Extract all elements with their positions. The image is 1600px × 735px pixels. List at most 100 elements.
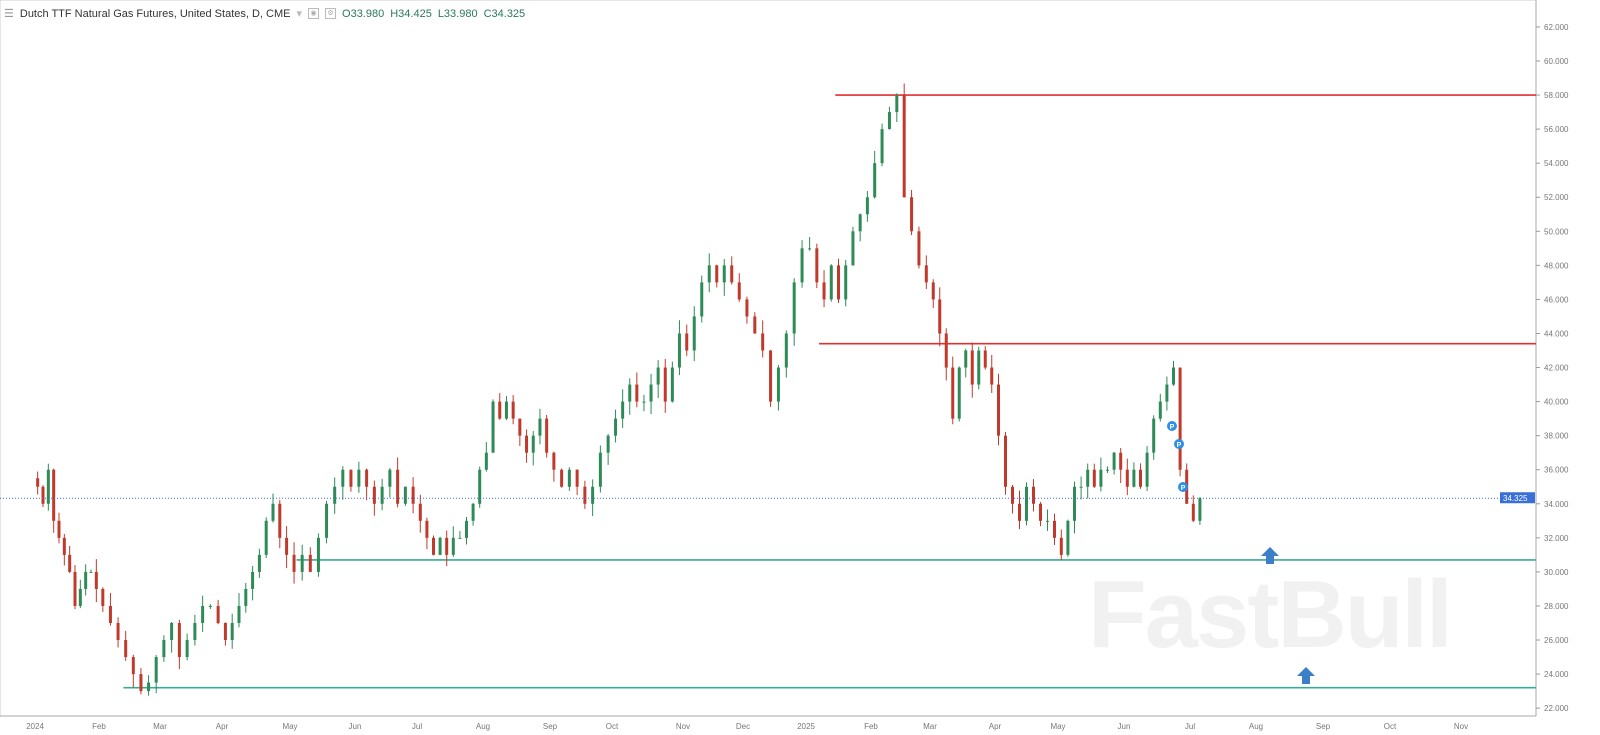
candle-body <box>1106 469 1109 471</box>
last-price-badge <box>1500 492 1535 504</box>
candle-body <box>396 469 400 504</box>
candle-body <box>776 367 780 402</box>
y-tick-label: 34.000 <box>1544 500 1569 509</box>
candle-body <box>931 282 935 300</box>
svg-text:P: P <box>1170 424 1175 431</box>
x-tick-label: Nov <box>1454 722 1468 731</box>
candle-body <box>895 95 899 113</box>
svg-text:P: P <box>1181 485 1186 492</box>
candle-body <box>531 435 535 453</box>
x-tick-label: Mar <box>153 722 167 731</box>
y-tick-label: 24.000 <box>1544 670 1569 679</box>
candle-body <box>116 622 120 641</box>
candle-body <box>784 333 788 368</box>
candle-body <box>769 350 773 402</box>
candle-body <box>924 265 928 283</box>
candle-body <box>917 231 921 266</box>
y-tick-label: 42.000 <box>1544 364 1569 373</box>
y-tick-label: 62.000 <box>1544 23 1569 32</box>
candle-body <box>271 503 275 521</box>
y-tick-label: 52.000 <box>1544 193 1569 202</box>
candle-body <box>829 265 833 300</box>
candle-body <box>478 469 482 504</box>
x-tick-label: Jun <box>349 722 362 731</box>
event-marker-icon[interactable]: P <box>1178 482 1188 492</box>
candle-body <box>902 95 906 198</box>
candle-body <box>230 622 234 641</box>
candle-body <box>858 214 862 232</box>
candle-body <box>753 316 757 334</box>
candle-body <box>278 503 282 538</box>
candle-body <box>316 537 320 572</box>
x-tick-label: Oct <box>606 722 619 731</box>
x-tick-label: 2025 <box>797 722 815 731</box>
x-tick-label: Aug <box>476 722 490 731</box>
candle-body <box>57 520 61 538</box>
candle-body <box>193 622 197 641</box>
candle-body <box>94 571 98 589</box>
candle-body <box>46 469 50 504</box>
candle-body <box>910 197 914 232</box>
candle-body <box>1053 520 1056 538</box>
candle-body <box>411 486 415 504</box>
candle-body <box>333 486 337 504</box>
candle-body <box>957 367 961 419</box>
x-tick-label: May <box>1050 722 1065 731</box>
y-tick-label: 30.000 <box>1544 568 1569 577</box>
candle-body <box>285 537 289 555</box>
candle-body <box>1011 486 1014 504</box>
x-tick-label: Dec <box>736 722 750 731</box>
candle-body <box>670 367 674 402</box>
candle-body <box>538 418 542 436</box>
candle-body <box>300 554 304 572</box>
candle-body <box>237 605 241 623</box>
candle-body <box>1132 469 1136 487</box>
candle-body <box>201 605 205 623</box>
arrow-up-icon[interactable] <box>1261 547 1279 564</box>
candle-body <box>663 367 667 402</box>
x-tick-label: Apr <box>216 722 229 731</box>
candle-body <box>1079 486 1083 488</box>
candle-body <box>292 554 296 572</box>
candle-body <box>251 571 255 589</box>
menu-icon[interactable]: ☰ <box>4 8 14 20</box>
x-tick-label: 2024 <box>26 722 44 731</box>
candle-body <box>606 435 610 453</box>
event-marker-icon[interactable]: P <box>1174 439 1184 449</box>
y-tick-label: 38.000 <box>1544 432 1569 441</box>
candle-body <box>484 452 488 470</box>
candles <box>36 83 1202 696</box>
candle-body <box>244 588 248 606</box>
candle-body <box>403 486 407 504</box>
candle-body <box>1046 520 1049 522</box>
candle-body <box>357 469 361 487</box>
candle-body <box>1178 367 1182 470</box>
candle-body <box>1086 469 1090 487</box>
event-marker-icon[interactable]: P <box>1167 421 1177 431</box>
x-tick-label: Nov <box>676 722 690 731</box>
candle-body <box>575 469 579 487</box>
candle-body <box>68 554 72 572</box>
candle-body <box>380 486 384 504</box>
candle-body <box>700 282 704 317</box>
candle-body <box>525 435 529 453</box>
settings-icon[interactable]: ⚙ <box>325 8 337 19</box>
arrow-up-icon[interactable] <box>1297 667 1315 684</box>
candle-body <box>108 605 112 623</box>
plot-area[interactable] <box>0 0 1537 717</box>
x-tick-label: Aug <box>1249 722 1263 731</box>
candle-body <box>465 520 468 538</box>
candle-body <box>78 588 82 606</box>
candle-body <box>341 469 345 487</box>
dropdown-icon[interactable]: ▾ <box>296 8 303 20</box>
candle-body <box>628 384 632 402</box>
candle-body <box>1025 486 1028 521</box>
candle-body <box>1092 469 1096 487</box>
candle-body <box>822 282 826 300</box>
candle-body <box>567 469 571 487</box>
candle-body <box>131 657 135 675</box>
visibility-icon[interactable]: ◉ <box>308 8 320 19</box>
chart-legend: ☰ Dutch TTF Natural Gas Futures, United … <box>4 7 525 21</box>
x-tick-label: Sep <box>1316 722 1331 731</box>
